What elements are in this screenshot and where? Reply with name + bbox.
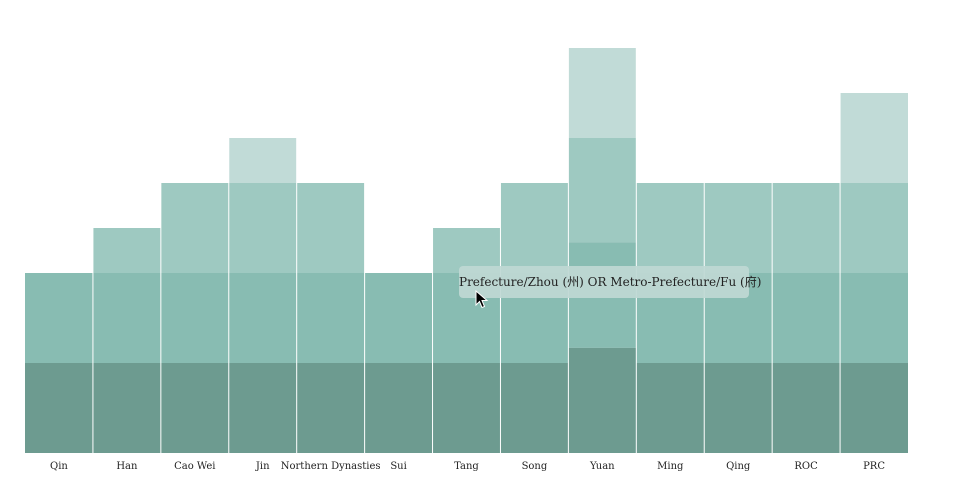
bar-segment-tang-3[interactable]	[432, 228, 501, 273]
bar-segment-tang-1[interactable]	[432, 363, 501, 453]
bar-segment-song-1[interactable]	[500, 363, 569, 453]
x-tick-label-han: Han	[116, 461, 138, 472]
bar-segment-yuan-3[interactable]	[568, 138, 637, 243]
bar-segment-jin-4[interactable]	[228, 138, 297, 183]
bar-segment-sui-1[interactable]	[364, 363, 433, 453]
bar-segment-cao-wei-3[interactable]	[160, 183, 229, 273]
x-tick-label-tang: Tang	[454, 461, 479, 472]
x-tick-label-cao-wei: Cao Wei	[174, 461, 215, 472]
x-tick-label-yuan: Yuan	[589, 461, 615, 472]
bar-segment-ming-3[interactable]	[636, 183, 705, 273]
bar-segment-prc-4[interactable]	[840, 93, 908, 183]
x-tick-label-ming: Ming	[657, 461, 684, 472]
bar-segment-prc-1[interactable]	[840, 363, 908, 453]
bar-segment-jin-1[interactable]	[228, 363, 297, 453]
tooltip: Prefecture/Zhou (州) OR Metro-Prefecture/…	[459, 266, 761, 298]
bar-segment-qin-2[interactable]	[25, 273, 93, 363]
x-tick-label-qin: Qin	[50, 461, 68, 472]
bar-segment-northern-dynasties-1[interactable]	[296, 363, 365, 453]
bar-segment-han-2[interactable]	[92, 273, 161, 363]
bar-segment-han-3[interactable]	[92, 228, 161, 273]
bar-segment-ming-1[interactable]	[636, 363, 705, 453]
bar-segment-song-3[interactable]	[500, 183, 569, 273]
bar-segment-jin-2[interactable]	[228, 273, 297, 363]
bar-segment-northern-dynasties-3[interactable]	[296, 183, 365, 273]
bar-segment-sui-2[interactable]	[364, 273, 433, 363]
bar-segment-northern-dynasties-2[interactable]	[296, 273, 365, 363]
bar-segment-prc-2[interactable]	[840, 273, 908, 363]
bar-segment-qing-3[interactable]	[704, 183, 773, 273]
x-tick-label-roc: ROC	[794, 461, 818, 472]
bar-segment-roc-1[interactable]	[772, 363, 841, 453]
bar-segment-cao-wei-2[interactable]	[160, 273, 229, 363]
bar-segment-roc-2[interactable]	[772, 273, 841, 363]
bar-segment-qin-1[interactable]	[25, 363, 93, 453]
mouse-pointer-icon	[475, 290, 489, 309]
bar-segment-roc-3[interactable]	[772, 183, 841, 273]
bar-segment-han-1[interactable]	[92, 363, 161, 453]
bar-segment-prc-3[interactable]	[840, 183, 908, 273]
bar-segment-jin-3[interactable]	[228, 183, 297, 273]
x-tick-label-sui: Sui	[390, 461, 407, 472]
bar-segment-qing-1[interactable]	[704, 363, 773, 453]
bar-segment-yuan-4[interactable]	[568, 48, 637, 138]
x-tick-label-song: Song	[522, 461, 548, 472]
x-tick-label-jin: Jin	[255, 461, 270, 472]
x-tick-label-qing: Qing	[726, 461, 751, 472]
x-tick-label-northern-dynasties: Northern Dynasties	[281, 461, 381, 472]
x-tick-label-prc: PRC	[863, 461, 885, 472]
bar-segment-cao-wei-1[interactable]	[160, 363, 229, 453]
bar-segment-yuan-1[interactable]	[568, 347, 637, 453]
